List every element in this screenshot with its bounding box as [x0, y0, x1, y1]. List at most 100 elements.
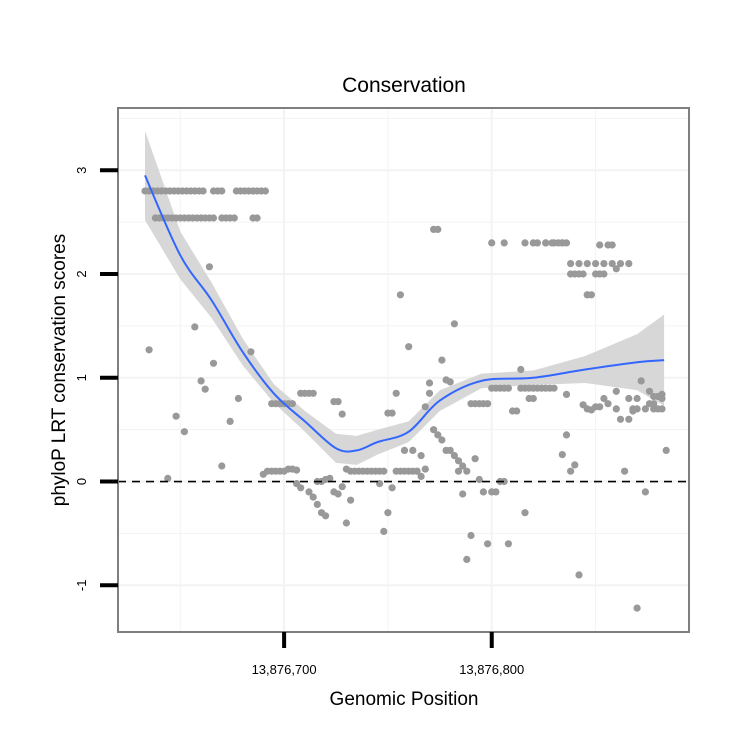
- data-point: [434, 225, 442, 233]
- data-point: [583, 291, 591, 299]
- data-point: [463, 467, 471, 475]
- data-point: [484, 400, 492, 408]
- data-point: [650, 400, 658, 408]
- data-point: [471, 455, 479, 463]
- data-point: [616, 415, 625, 423]
- data-point: [413, 467, 421, 475]
- y-tick-label: -1: [74, 580, 89, 592]
- x-axis-title: Genomic Position: [330, 689, 479, 710]
- x-tick-label: 13,876,800: [459, 662, 524, 677]
- data-point: [234, 394, 242, 403]
- data-point: [579, 270, 587, 278]
- data-point: [417, 452, 425, 460]
- data-point: [612, 405, 620, 413]
- data-point: [454, 457, 463, 465]
- data-point: [438, 356, 446, 364]
- data-point: [405, 467, 413, 475]
- data-point: [459, 490, 467, 498]
- data-point: [253, 214, 261, 222]
- y-tick-label: 0: [74, 478, 89, 485]
- data-point: [205, 263, 213, 271]
- y-tick-label: 1: [74, 374, 89, 381]
- data-point: [309, 389, 317, 397]
- points-layer: [141, 187, 670, 612]
- data-point: [504, 384, 512, 392]
- data-point: [172, 412, 180, 420]
- data-point: [513, 407, 521, 415]
- data-point: [583, 260, 591, 268]
- data-point: [604, 400, 612, 408]
- data-point: [191, 323, 199, 331]
- data-point: [218, 187, 226, 195]
- data-point: [421, 403, 429, 411]
- data-point: [164, 474, 172, 482]
- data-point: [388, 484, 396, 492]
- data-point: [459, 462, 467, 470]
- data-point: [621, 467, 629, 475]
- data-point: [388, 409, 396, 417]
- y-tick-label: 2: [74, 270, 89, 277]
- data-point: [438, 436, 446, 444]
- data-point: [567, 467, 575, 475]
- confidence-ribbon-layer: [145, 130, 665, 465]
- data-point: [596, 403, 604, 411]
- data-point: [608, 260, 616, 268]
- data-point: [297, 484, 305, 492]
- data-point: [145, 346, 153, 354]
- data-point: [226, 417, 234, 425]
- data-point: [463, 555, 471, 564]
- data-point: [616, 260, 625, 268]
- x-tick-label: 13,876,700: [252, 662, 317, 677]
- data-point: [450, 320, 458, 328]
- data-point: [425, 379, 434, 387]
- data-point: [562, 390, 571, 398]
- data-point: [558, 239, 566, 247]
- grid: [118, 108, 689, 632]
- confidence-ribbon: [145, 130, 665, 465]
- data-point: [567, 260, 575, 268]
- data-point: [247, 348, 255, 356]
- data-point: [529, 384, 537, 392]
- data-point: [421, 465, 429, 473]
- data-point: [446, 446, 454, 454]
- data-point: [600, 270, 608, 278]
- data-point: [625, 394, 633, 403]
- data-point: [550, 239, 558, 247]
- data-point: [454, 467, 463, 475]
- data-point: [492, 488, 500, 496]
- data-point: [326, 474, 334, 482]
- data-point: [550, 384, 558, 392]
- data-point: [218, 462, 226, 470]
- data-point: [529, 239, 537, 247]
- data-point: [199, 187, 207, 195]
- data-point: [380, 527, 388, 536]
- data-point: [484, 540, 492, 548]
- data-point: [430, 426, 438, 434]
- panel-border: [117, 107, 690, 633]
- data-point: [500, 239, 508, 247]
- data-point: [230, 214, 238, 222]
- data-point: [334, 490, 342, 498]
- data-point: [658, 390, 666, 398]
- data-point: [637, 377, 645, 385]
- y-tick-label: 3: [74, 167, 89, 174]
- data-point: [334, 398, 342, 406]
- data-point: [338, 410, 346, 418]
- data-point: [313, 500, 321, 508]
- data-point: [425, 389, 434, 397]
- axis-ticks: 13,876,700 13,876,800 -1 0 1 2 3: [74, 167, 524, 677]
- smooth-line-layer: [144, 174, 665, 453]
- data-point: [293, 466, 301, 474]
- data-point: [641, 488, 650, 496]
- data-point: [400, 446, 409, 454]
- data-point: [261, 187, 269, 195]
- data-point: [347, 496, 355, 504]
- data-point: [475, 475, 483, 484]
- data-point: [342, 519, 350, 527]
- data-point: [608, 241, 616, 249]
- data-point: [612, 387, 620, 395]
- data-point: [633, 394, 641, 403]
- data-point: [384, 509, 392, 517]
- data-point: [633, 405, 641, 413]
